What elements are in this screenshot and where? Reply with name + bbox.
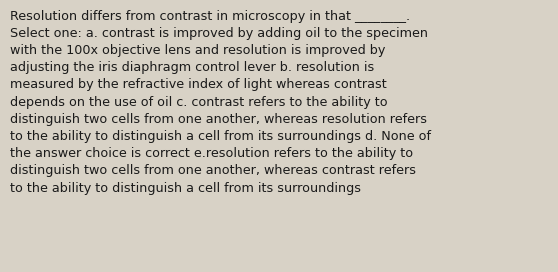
Text: Resolution differs from contrast in microscopy in that ________.
Select one: a. : Resolution differs from contrast in micr… — [10, 10, 431, 194]
